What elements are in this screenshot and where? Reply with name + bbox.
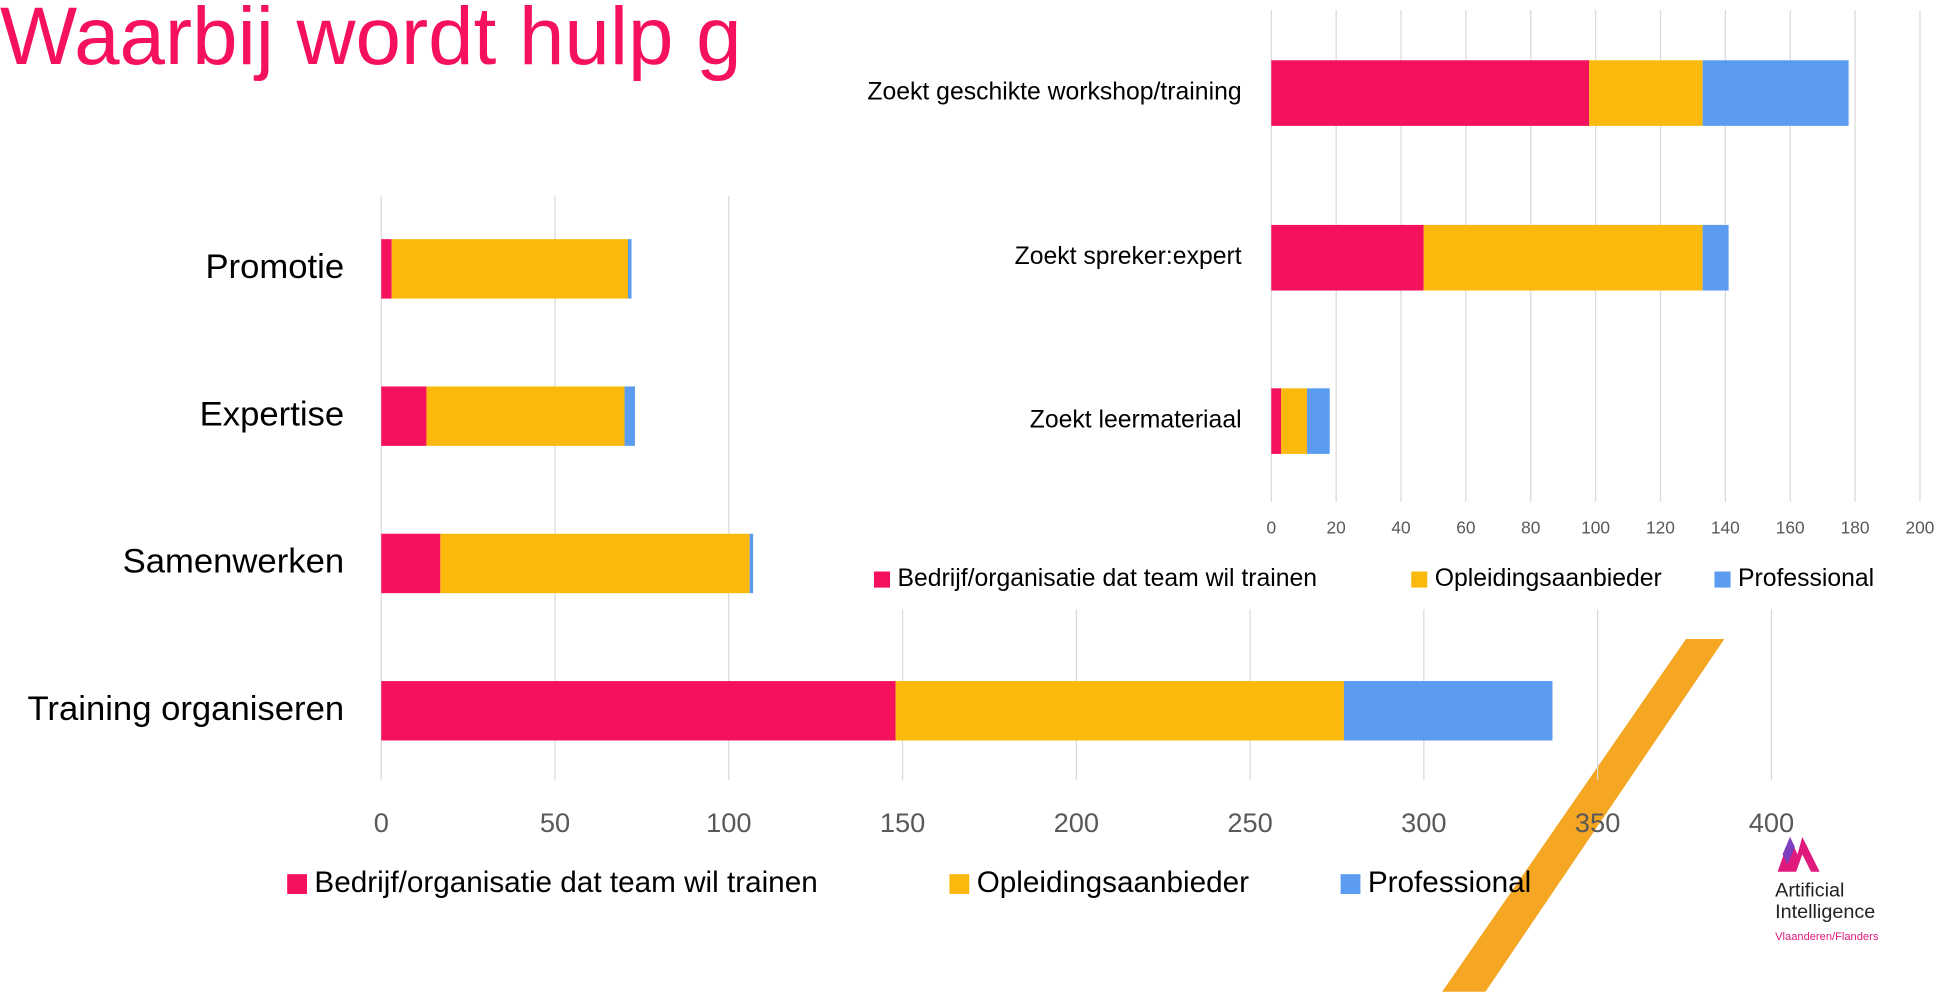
bar-segment <box>628 239 632 299</box>
bar-segment <box>381 239 392 299</box>
category-label: Promotie <box>205 248 344 286</box>
logo-icon-part <box>1782 837 1795 865</box>
x-tick-label: 250 <box>1227 807 1272 838</box>
legend-swatch <box>1714 571 1731 588</box>
legend-swatch <box>287 874 307 894</box>
x-tick-label: 40 <box>1391 517 1410 537</box>
bar-segment <box>426 386 625 446</box>
bar-segment <box>391 239 629 299</box>
category-label: Samenwerken <box>123 543 345 581</box>
x-tick-label: 100 <box>1581 517 1610 537</box>
bar-segment <box>1281 388 1307 454</box>
x-tick-label: 20 <box>1327 517 1346 537</box>
bar-segment <box>381 386 427 446</box>
x-tick-label: 160 <box>1776 517 1805 537</box>
chart: 0 50 100 150 200 250 300 350 400PromotieExpertis… <box>28 195 1794 899</box>
legend-swatch <box>1411 571 1428 588</box>
bar-segment <box>381 681 896 741</box>
legend-label: Bedrijf/organisatie dat team wil trainen <box>897 565 1317 592</box>
bar-segment <box>1702 60 1849 126</box>
bar-segment <box>1423 224 1703 291</box>
x-tick-label: 120 <box>1646 517 1675 537</box>
bar-segment <box>1343 681 1553 741</box>
x-tick-label: 60 <box>1456 517 1475 537</box>
decor-stripe <box>1442 638 1725 992</box>
x-tick-label: 180 <box>1841 517 1870 537</box>
logo-subtext: Vlaanderen/Flanders <box>1775 931 1879 943</box>
x-tick-label: 0 <box>1266 517 1276 537</box>
x-tick-label: 200 <box>1054 807 1099 838</box>
x-tick-label: 80 <box>1521 517 1540 537</box>
x-tick-label: 150 <box>880 807 925 838</box>
legend-label: Opleidingsaanbieder <box>1435 565 1662 592</box>
bar-segment <box>1271 224 1424 291</box>
category-label: Training organiseren <box>28 690 345 728</box>
logo-text: Intelligence <box>1775 901 1875 923</box>
bar-segment <box>440 533 750 594</box>
legend-label: Professional <box>1368 866 1531 899</box>
x-tick-label: 400 <box>1749 807 1794 838</box>
category-label: Zoekt spreker:expert <box>1015 243 1242 270</box>
x-tick-label: 200 <box>1905 517 1934 537</box>
category-label: Zoekt geschikte workshop/training <box>867 79 1241 106</box>
x-tick-label: 50 <box>540 807 570 838</box>
bar-segment <box>1271 388 1282 454</box>
legend-label: Opleidingsaanbieder <box>977 866 1249 899</box>
bar-segment <box>381 533 441 594</box>
bar-segment <box>1306 388 1330 454</box>
category-label: Expertise <box>200 395 344 433</box>
x-tick-label: 350 <box>1575 807 1620 838</box>
x-tick-label: 0 <box>374 807 389 838</box>
bar-segment <box>1589 60 1703 126</box>
x-tick-label: 100 <box>706 807 751 838</box>
legend-label: Bedrijf/organisatie dat team wil trainen <box>314 866 817 899</box>
legend-label: Professional <box>1738 565 1874 592</box>
logo: Artificial Intelligence Vlaanderen/Fland… <box>1775 837 1879 943</box>
x-tick-label: 300 <box>1401 807 1446 838</box>
x-tick-label: 140 <box>1711 517 1740 537</box>
bar-segment <box>624 386 635 446</box>
chart: 0 20 40 60 80 100 120 140 160 180 200 Zoekt geschik… <box>792 0 1941 610</box>
bar-segment <box>1702 224 1729 291</box>
legend-swatch <box>1340 874 1361 894</box>
bar-segment <box>749 533 754 594</box>
bar-segment <box>1271 60 1590 126</box>
logo-text: Artificial <box>1775 880 1844 902</box>
legend-swatch <box>949 874 970 894</box>
category-label: Zoekt leermateriaal <box>1030 407 1242 434</box>
bar-segment <box>895 681 1344 741</box>
slide-title: Waarbij wordt hulp g <box>0 0 742 82</box>
legend-swatch <box>873 571 891 588</box>
